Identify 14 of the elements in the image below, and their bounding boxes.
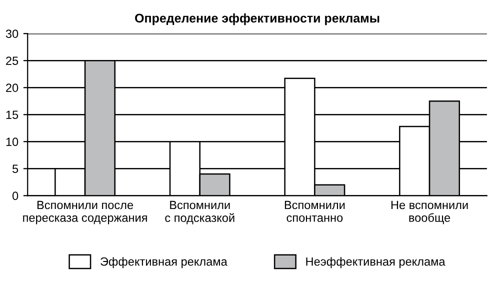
y-tick-label: 0 [12,192,18,200]
x-tick-label: Не вспомнили вообще [391,200,468,224]
y-tick-label: 10 [6,138,18,146]
x-tick-label: Вспомнили после пересказа содержания [23,200,147,224]
legend-label: Неэффективная реклама [306,257,446,268]
legend-label: Эффективная реклама [100,257,228,268]
y-tick-label: 15 [6,110,18,120]
y-tick-label: 30 [6,30,18,38]
y-tick-label: 25 [6,56,18,65]
x-tick-label: Вспомнили с подсказкой [165,200,234,224]
y-tick-label: 5 [12,164,18,174]
y-tick-label: 20 [6,84,18,92]
x-tick-label: Вспомнили спонтанно [284,200,345,222]
chart-title: Определение эффективности рекламы [135,13,380,26]
